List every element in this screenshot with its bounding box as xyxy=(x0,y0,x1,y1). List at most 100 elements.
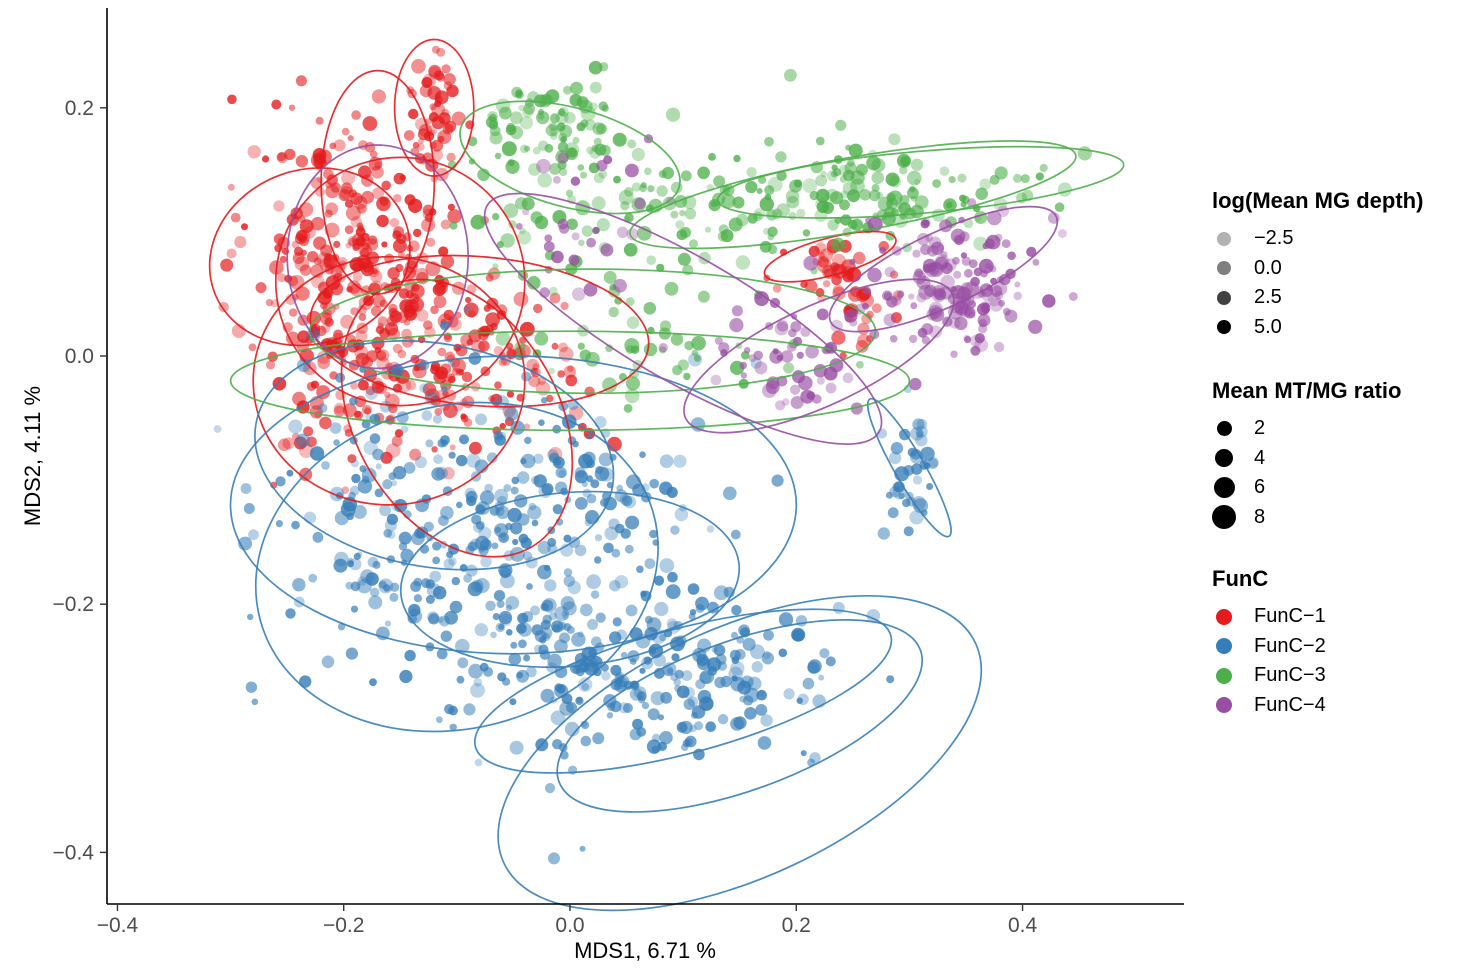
data-point xyxy=(883,313,897,327)
data-point xyxy=(374,161,382,169)
data-point xyxy=(520,453,536,469)
data-point xyxy=(608,518,620,530)
data-point xyxy=(443,403,458,419)
confidence-ellipse xyxy=(459,100,681,215)
data-point xyxy=(661,166,675,180)
confidence-ellipse xyxy=(254,340,615,571)
data-point xyxy=(952,256,960,265)
data-point xyxy=(916,275,931,290)
data-point xyxy=(432,556,441,565)
data-point xyxy=(545,124,558,137)
data-point xyxy=(989,298,1003,312)
data-point xyxy=(961,282,973,295)
data-point xyxy=(288,419,303,434)
data-point xyxy=(532,363,540,371)
data-point xyxy=(928,304,943,319)
data-point xyxy=(681,670,693,681)
data-point xyxy=(431,45,440,54)
data-point xyxy=(1039,163,1048,173)
plot-area xyxy=(208,38,1125,912)
data-point xyxy=(571,232,580,241)
data-point xyxy=(544,579,557,592)
data-point xyxy=(711,646,718,653)
data-point xyxy=(371,165,384,179)
data-point xyxy=(675,220,685,230)
data-point xyxy=(547,449,559,461)
legend-item-mg-depth: 5.0 xyxy=(1212,313,1423,343)
data-point xyxy=(413,364,421,372)
data-point xyxy=(533,474,547,488)
data-point xyxy=(705,721,716,732)
data-point xyxy=(440,630,452,642)
data-point xyxy=(408,198,423,213)
data-point xyxy=(612,132,627,147)
data-point xyxy=(357,305,367,315)
data-point xyxy=(509,740,524,755)
data-point xyxy=(587,619,598,630)
data-point xyxy=(714,676,726,689)
data-point xyxy=(505,604,512,611)
x-tick-label: 0.2 xyxy=(782,914,811,937)
data-point xyxy=(431,102,445,116)
data-point xyxy=(912,475,923,485)
legend-dot xyxy=(1216,608,1232,625)
data-point xyxy=(541,627,553,639)
data-point xyxy=(788,211,797,221)
confidence-ellipse xyxy=(320,69,436,295)
data-point xyxy=(510,547,525,562)
data-point xyxy=(475,413,487,426)
data-point xyxy=(863,286,872,295)
data-point xyxy=(547,537,557,547)
data-point xyxy=(449,444,456,451)
data-point xyxy=(807,758,816,767)
data-point xyxy=(385,443,401,458)
data-point xyxy=(227,94,237,105)
data-point xyxy=(926,483,934,490)
data-point xyxy=(421,218,436,232)
data-point xyxy=(551,342,559,350)
data-point xyxy=(350,605,359,613)
data-point xyxy=(849,258,856,265)
data-point xyxy=(889,486,901,498)
data-point xyxy=(978,258,994,274)
legend-key xyxy=(1212,286,1236,310)
data-point xyxy=(292,252,305,265)
data-point xyxy=(491,542,499,550)
data-point xyxy=(480,556,492,568)
data-point xyxy=(916,418,928,430)
data-point xyxy=(704,226,712,233)
data-point xyxy=(555,150,570,164)
x-tick-label: 0.0 xyxy=(555,914,584,937)
legend-func-items: FunC−1 FunC−2 FunC−3 FunC−4 xyxy=(1212,602,1326,720)
data-point xyxy=(325,202,339,216)
data-point xyxy=(347,560,354,568)
data-point xyxy=(409,448,422,461)
legend-item-mg-depth: 0.0 xyxy=(1212,254,1423,284)
data-point xyxy=(903,526,914,537)
data-point xyxy=(421,578,431,589)
data-point xyxy=(707,601,719,614)
data-point xyxy=(929,325,942,339)
legend-item-label: FunC−2 xyxy=(1254,634,1326,657)
data-point xyxy=(486,452,498,464)
legend-key xyxy=(1212,227,1236,251)
data-point xyxy=(574,544,587,557)
data-point xyxy=(697,166,710,180)
data-point xyxy=(744,347,751,354)
data-point xyxy=(680,170,692,182)
data-point xyxy=(935,254,950,269)
data-point xyxy=(315,186,325,197)
legend-title-func: FunC xyxy=(1212,566,1269,591)
legend-key xyxy=(1212,664,1236,688)
data-point xyxy=(528,163,541,176)
data-point xyxy=(344,225,354,235)
data-point xyxy=(717,714,729,725)
data-point xyxy=(422,382,437,396)
data-point xyxy=(345,242,352,249)
data-point xyxy=(272,377,287,391)
data-point xyxy=(518,104,525,112)
data-point xyxy=(288,308,298,317)
data-point xyxy=(593,667,602,677)
data-point xyxy=(914,268,924,278)
data-point xyxy=(731,305,743,317)
